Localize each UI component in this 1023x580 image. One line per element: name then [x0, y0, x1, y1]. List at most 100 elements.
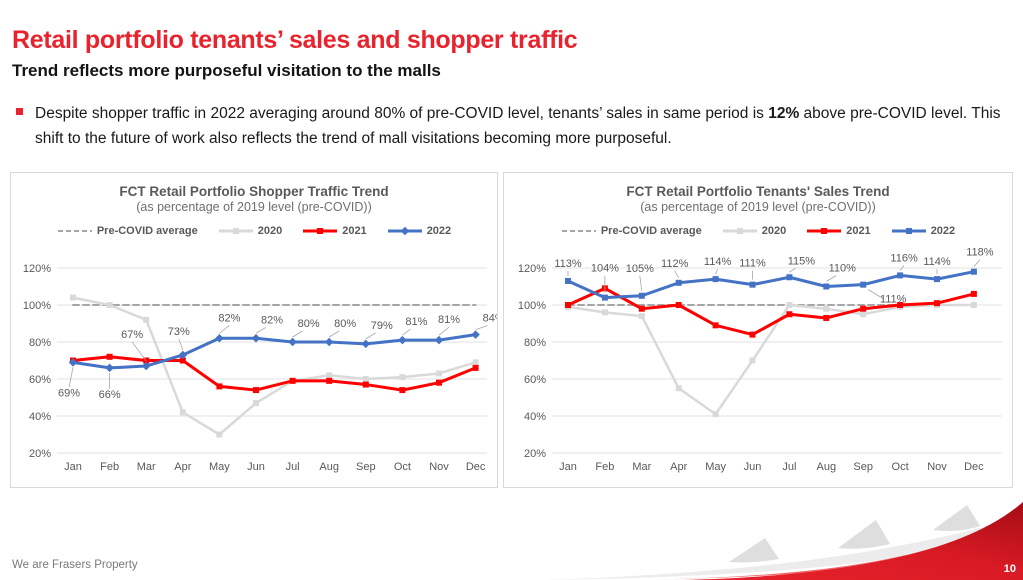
- svg-text:66%: 66%: [99, 389, 121, 401]
- svg-text:Feb: Feb: [595, 461, 614, 473]
- svg-text:Jun: Jun: [744, 461, 762, 473]
- legend-line-swatch: [303, 228, 338, 234]
- page-title: Retail portfolio tenants’ sales and shop…: [12, 26, 578, 54]
- svg-text:112%: 112%: [661, 258, 689, 270]
- svg-text:Aug: Aug: [319, 461, 339, 473]
- legend-line-swatch: [218, 228, 253, 234]
- shopper-traffic-chart: 120% 100% 80% 60% 40% 20% Jan Feb Mar Apr May Jun Ju…: [23, 263, 497, 473]
- chart-title: FCT Retail Portfolio Tenants' Sales Tren…: [626, 184, 890, 199]
- bullet-text-bold: 12%: [768, 105, 800, 122]
- legend-line-swatch: [561, 230, 596, 232]
- svg-text:Aug: Aug: [817, 461, 837, 473]
- svg-text:116%: 116%: [890, 252, 918, 264]
- tenants-sales-chart: 120% 100% 80% 60% 40% 20% Jan Feb Mar Apr May Jun Ju…: [518, 247, 1002, 473]
- chart-subtitle: (as percentage of 2019 level (pre-COVID)…: [136, 200, 372, 214]
- bullet-point: Despite shopper traffic in 2022 averagin…: [16, 101, 1008, 151]
- svg-text:20%: 20%: [524, 448, 546, 460]
- legend-item-2020: 2020: [722, 225, 786, 237]
- legend-item-2021: 2021: [302, 225, 367, 237]
- svg-text:Jan: Jan: [559, 461, 577, 473]
- svg-text:20%: 20%: [29, 448, 51, 460]
- svg-text:Nov: Nov: [927, 461, 947, 473]
- svg-text:81%: 81%: [438, 314, 460, 326]
- legend-line-swatch: [807, 228, 842, 234]
- svg-text:73%: 73%: [168, 326, 190, 338]
- svg-text:Mar: Mar: [137, 461, 156, 473]
- legend-line-swatch: [891, 228, 926, 234]
- svg-text:Feb: Feb: [100, 461, 119, 473]
- legend-label: Pre-COVID average: [600, 225, 702, 237]
- svg-text:Jul: Jul: [286, 461, 300, 473]
- legend-line-swatch: [387, 226, 422, 236]
- chart-subtitle: (as percentage of 2019 level (pre-COVID)…: [640, 200, 876, 214]
- legend-item-2022: 2022: [387, 225, 451, 237]
- svg-text:Sep: Sep: [356, 461, 376, 473]
- bullet-text-pre: Despite shopper traffic in 2022 averagin…: [35, 105, 769, 122]
- svg-text:69%: 69%: [58, 387, 80, 399]
- svg-text:40%: 40%: [29, 411, 51, 423]
- svg-text:80%: 80%: [298, 318, 320, 330]
- bullet-square-icon: [16, 108, 23, 115]
- svg-text:Jul: Jul: [782, 461, 796, 473]
- svg-text:40%: 40%: [524, 411, 546, 423]
- legend-line-swatch: [57, 230, 92, 232]
- svg-text:81%: 81%: [405, 316, 427, 328]
- legend-label: 2020: [257, 225, 283, 237]
- svg-text:Sep: Sep: [853, 461, 873, 473]
- legend-item-pre-covid-average: Pre-COVID average: [561, 225, 702, 237]
- svg-text:104%: 104%: [591, 263, 619, 275]
- svg-text:113%: 113%: [554, 258, 582, 270]
- footer-tagline: We are Frasers Property: [12, 559, 138, 571]
- svg-text:67%: 67%: [121, 329, 143, 341]
- svg-text:105%: 105%: [626, 263, 654, 275]
- svg-text:May: May: [209, 461, 230, 473]
- svg-text:80%: 80%: [334, 318, 356, 330]
- legend-item-2021: 2021: [806, 225, 871, 237]
- svg-text:May: May: [705, 461, 726, 473]
- svg-text:Dec: Dec: [964, 461, 984, 473]
- svg-text:110%: 110%: [829, 263, 857, 275]
- svg-text:111%: 111%: [880, 294, 907, 306]
- svg-text:114%: 114%: [923, 256, 951, 268]
- page-subtitle: Trend reflects more purposeful visitatio…: [12, 61, 441, 80]
- legend-line-swatch: [722, 228, 757, 234]
- svg-text:114%: 114%: [704, 256, 732, 268]
- chart-title: FCT Retail Portfolio Shopper Traffic Tre…: [119, 184, 389, 199]
- legend-item-2022: 2022: [891, 225, 955, 237]
- svg-text:100%: 100%: [23, 300, 51, 312]
- svg-text:Oct: Oct: [394, 461, 411, 473]
- chart-legend: Pre-COVID average 2020 2021 2022: [504, 225, 1012, 237]
- svg-text:120%: 120%: [518, 263, 546, 275]
- legend-label: 2022: [426, 225, 452, 237]
- shopper-traffic-chart-panel: FCT Retail Portfolio Shopper Traffic Tre…: [10, 172, 498, 488]
- svg-text:115%: 115%: [788, 255, 816, 267]
- svg-text:Apr: Apr: [670, 461, 687, 473]
- svg-text:111%: 111%: [739, 258, 766, 270]
- legend-item-2020: 2020: [218, 225, 282, 237]
- legend-label: 2020: [761, 225, 787, 237]
- page-number: 10: [1003, 563, 1016, 575]
- chart-legend: Pre-COVID average 2020 2021 2022: [11, 225, 497, 237]
- svg-text:Dec: Dec: [466, 461, 486, 473]
- svg-text:Jan: Jan: [64, 461, 82, 473]
- svg-text:60%: 60%: [524, 374, 546, 386]
- legend-label: 2021: [342, 225, 367, 237]
- svg-text:82%: 82%: [218, 312, 240, 324]
- legend-item-pre-covid-average: Pre-COVID average: [57, 225, 198, 237]
- svg-text:82%: 82%: [261, 314, 283, 326]
- svg-text:79%: 79%: [371, 320, 393, 332]
- svg-text:Mar: Mar: [632, 461, 651, 473]
- svg-text:80%: 80%: [29, 337, 51, 349]
- svg-text:84%: 84%: [483, 313, 497, 325]
- svg-text:Jun: Jun: [247, 461, 265, 473]
- svg-text:100%: 100%: [518, 300, 546, 312]
- svg-text:60%: 60%: [29, 374, 51, 386]
- legend-label: 2022: [930, 225, 956, 237]
- bullet-text: Despite shopper traffic in 2022 averagin…: [35, 101, 1008, 151]
- svg-text:80%: 80%: [524, 337, 546, 349]
- tenants-sales-chart-panel: FCT Retail Portfolio Tenants' Sales Tren…: [503, 172, 1013, 488]
- svg-text:120%: 120%: [23, 263, 51, 275]
- legend-label: Pre-COVID average: [96, 225, 198, 237]
- svg-text:118%: 118%: [966, 247, 994, 259]
